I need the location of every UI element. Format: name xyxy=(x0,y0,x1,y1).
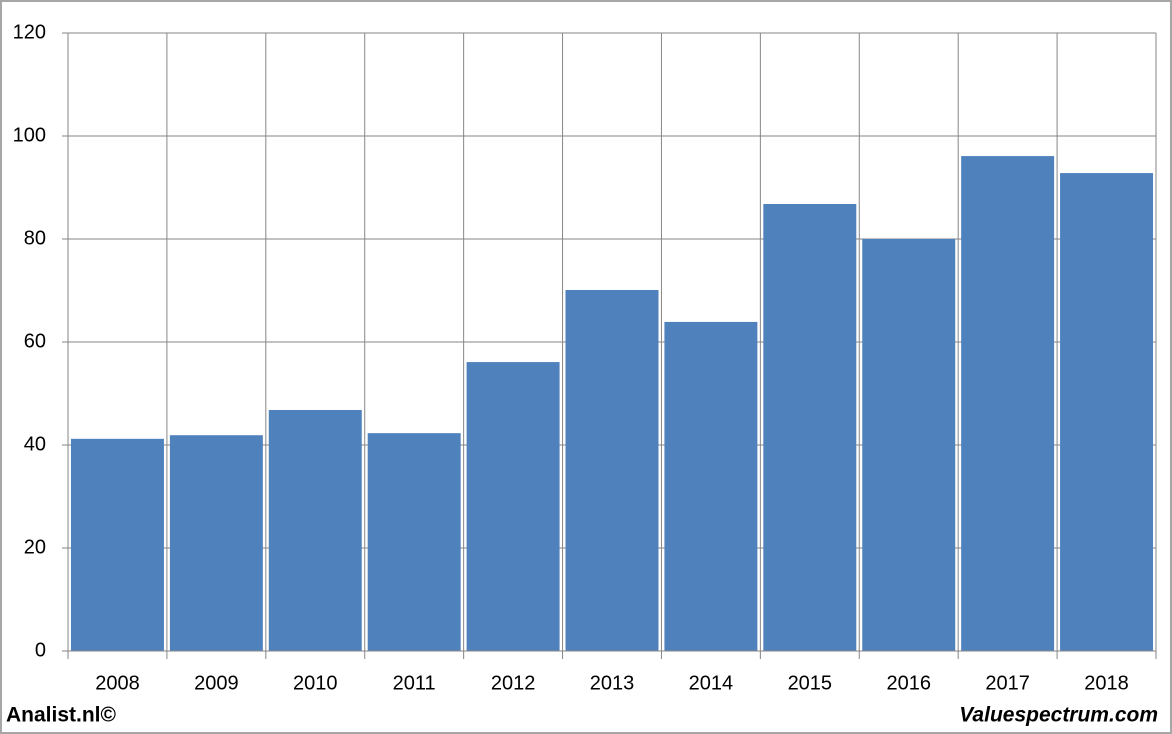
bar xyxy=(664,321,758,651)
bar xyxy=(565,289,659,651)
bar xyxy=(367,433,461,651)
x-tick-label: 2009 xyxy=(194,672,239,694)
x-tick-label: 2017 xyxy=(985,672,1030,694)
y-tick-label: 80 xyxy=(24,227,46,249)
y-tick-label: 60 xyxy=(24,330,46,352)
bar xyxy=(961,156,1055,651)
footer-right: Valuespectrum.com xyxy=(959,704,1158,727)
x-tick-label: 2015 xyxy=(788,672,833,694)
footer-left: Analist.nl© xyxy=(6,704,117,727)
bar xyxy=(70,438,164,651)
y-tick-label: 40 xyxy=(24,433,46,455)
x-tick-label: 2010 xyxy=(293,672,338,694)
x-tick-label: 2012 xyxy=(491,672,536,694)
bar xyxy=(862,239,956,651)
y-tick-label: 120 xyxy=(13,21,46,43)
x-tick-label: 2013 xyxy=(590,672,635,694)
y-tick-label: 20 xyxy=(24,536,46,558)
y-tick-label: 0 xyxy=(35,639,46,661)
bar xyxy=(466,362,560,651)
x-tick-label: 2014 xyxy=(689,672,734,694)
x-tick-label: 2016 xyxy=(886,672,931,694)
bar xyxy=(169,435,263,651)
y-tick-label: 100 xyxy=(13,124,46,146)
bar xyxy=(268,409,362,651)
x-tick-label: 2011 xyxy=(393,672,436,694)
x-tick-label: 2018 xyxy=(1084,672,1129,694)
bar xyxy=(763,203,857,652)
bar xyxy=(1060,173,1154,651)
x-tick-label: 2008 xyxy=(95,672,140,694)
